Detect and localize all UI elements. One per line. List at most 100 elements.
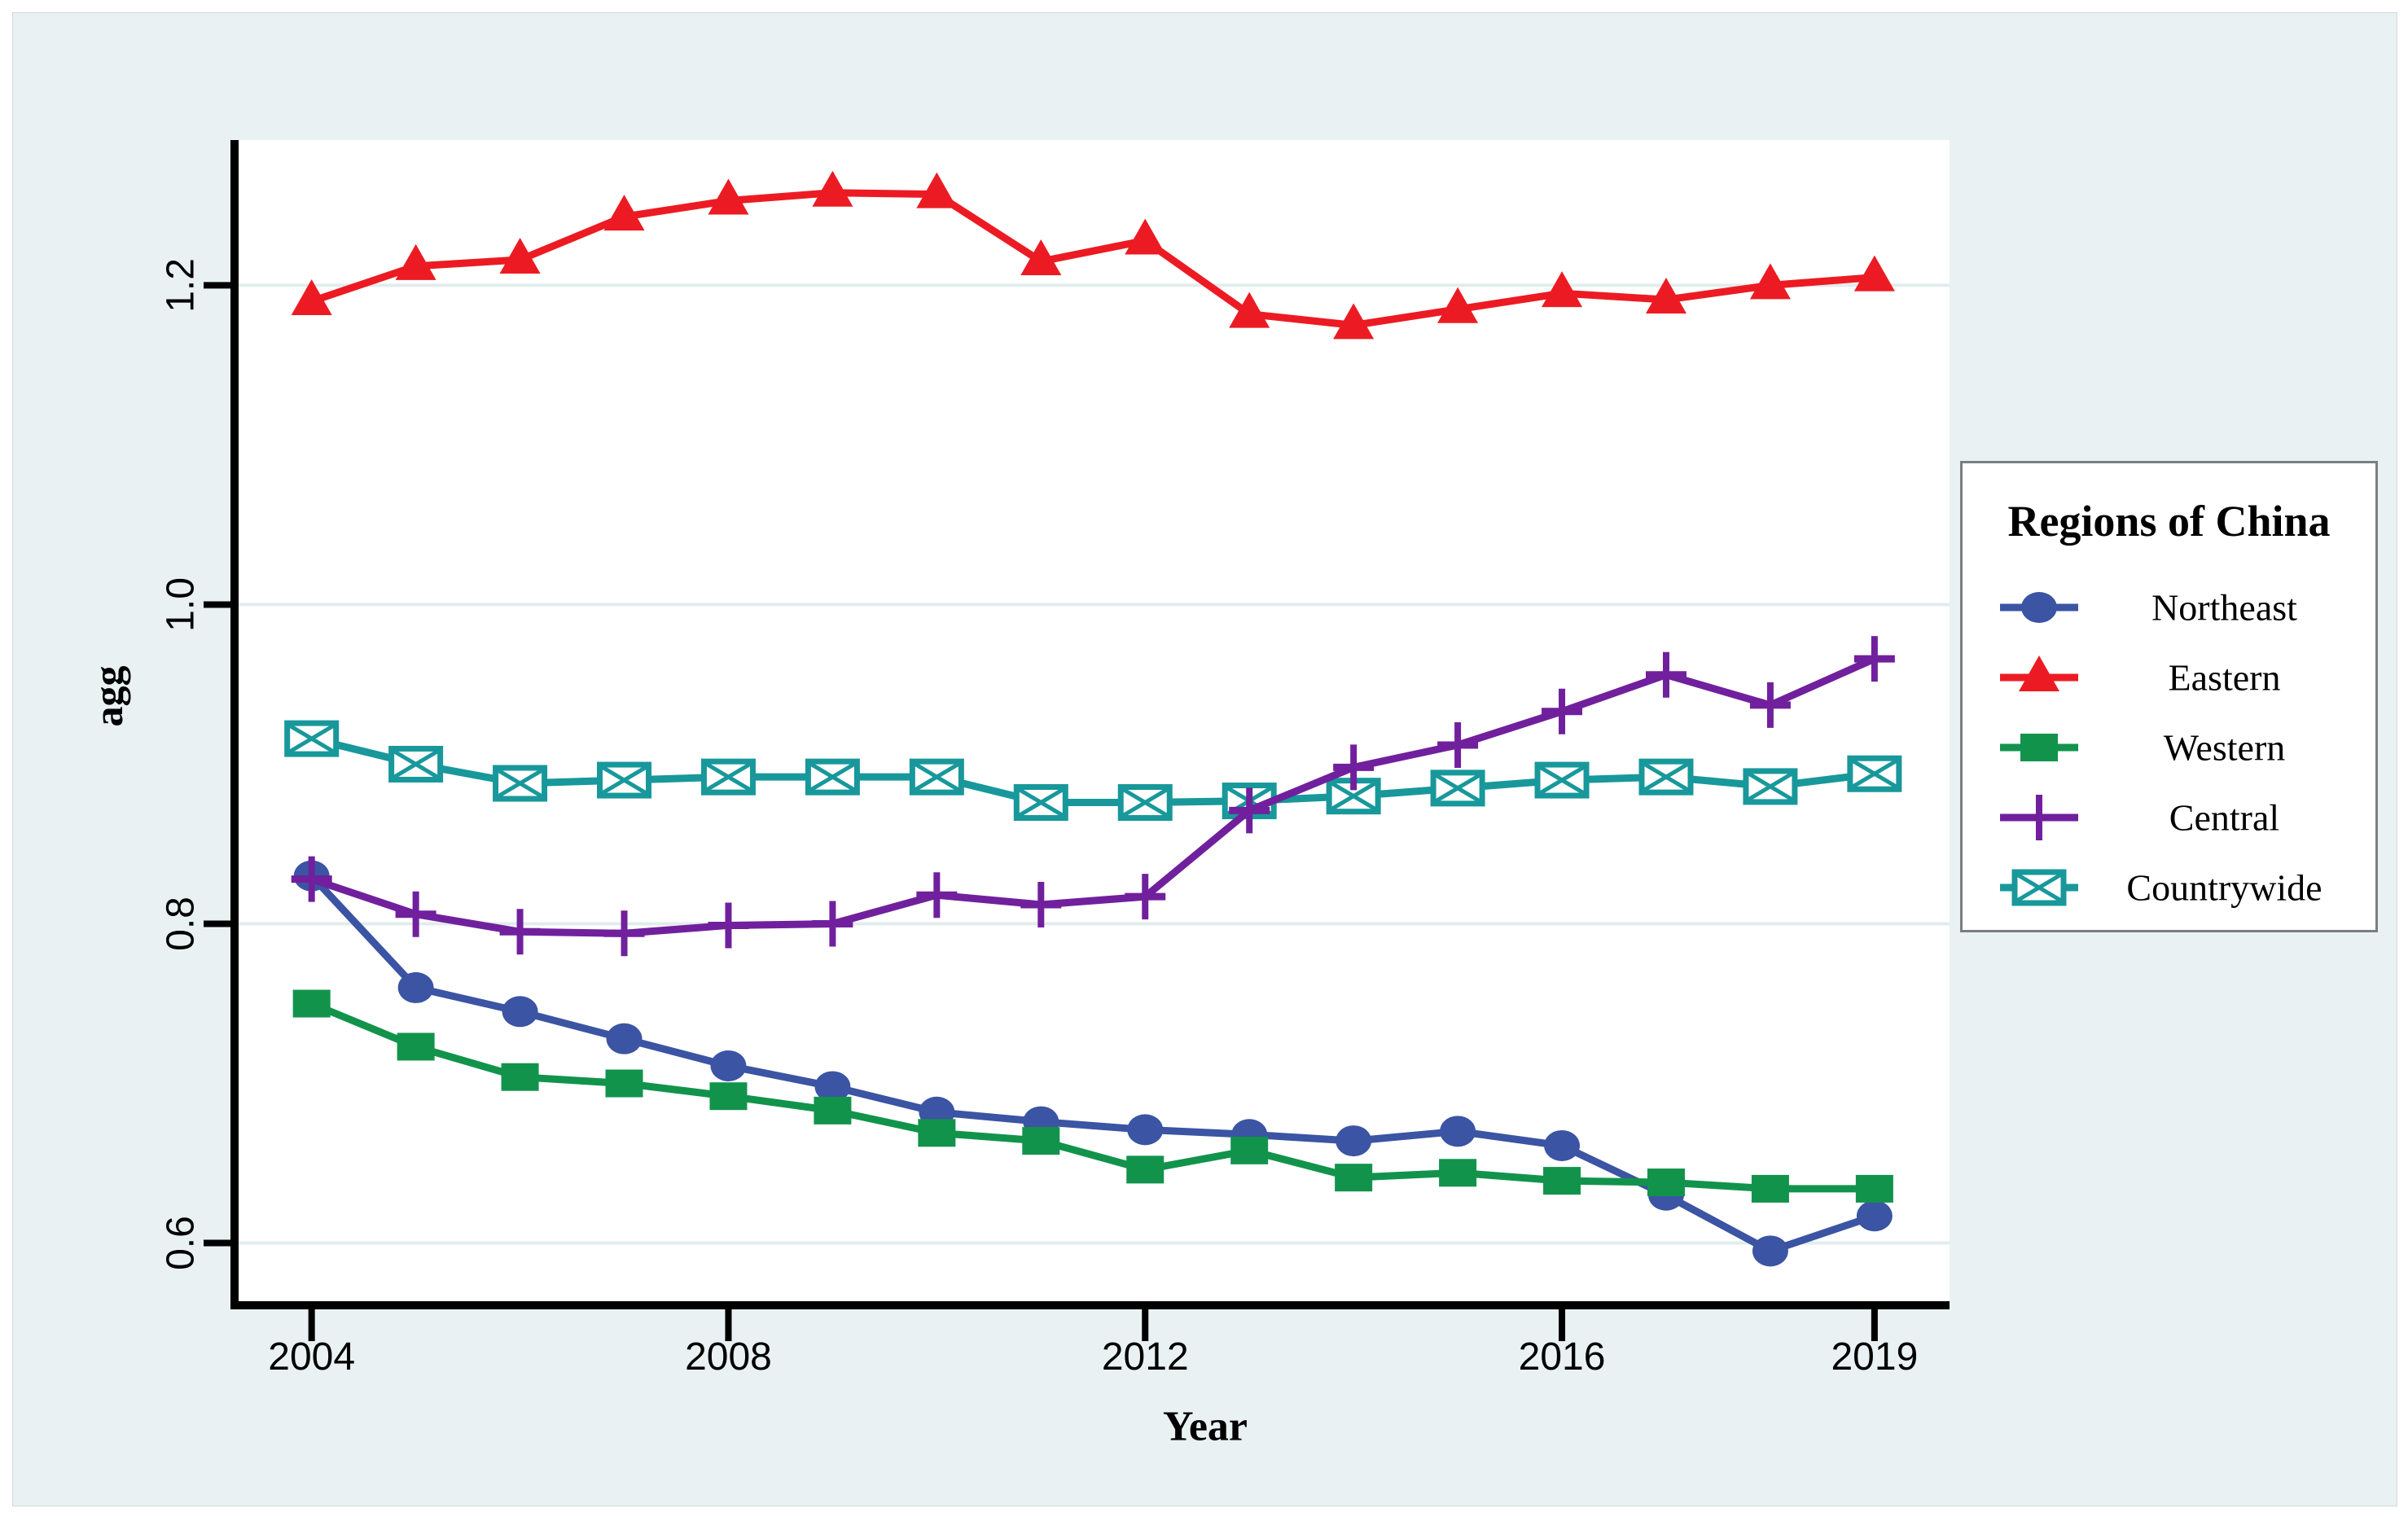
series-western <box>292 989 1893 1203</box>
marker-circle <box>397 971 434 1003</box>
plot-area <box>238 140 1950 1305</box>
marker-square <box>1751 1174 1789 1203</box>
marker-crossed-box-x2 <box>1018 787 1064 818</box>
marker-triangle <box>1542 271 1583 308</box>
marker-triangle <box>1437 287 1479 323</box>
marker-crossed-box-x2 <box>1747 771 1794 802</box>
marker-circle <box>2021 592 2057 623</box>
legend-marker-triangle-icon <box>2000 655 2078 691</box>
legend-item-eastern: Eastern <box>1963 651 2375 704</box>
marker-triangle <box>291 278 332 315</box>
marker-crossed-box-x2 <box>705 761 752 792</box>
legend-box: Regions of China Northeast Eastern Western… <box>1960 461 2378 932</box>
marker-triangle <box>1645 278 1686 314</box>
marker-triangle <box>603 195 645 231</box>
marker-circle <box>1336 1125 1372 1157</box>
legend-item-western: Western <box>1963 721 2375 774</box>
y-axis-title: agg <box>86 665 131 727</box>
legend-item-countrywide: Countrywide <box>1963 862 2375 914</box>
marker-crossed-box-x2 <box>497 768 543 799</box>
marker-circle <box>1856 1200 1893 1232</box>
marker-square <box>1335 1164 1373 1192</box>
marker-crossed-box-x2 <box>914 761 960 792</box>
legend-marker-square-icon <box>2000 734 2078 761</box>
legend-label: Countrywide <box>2126 866 2322 909</box>
marker-triangle <box>812 170 853 207</box>
marker-triangle <box>916 172 958 208</box>
legend-label: Western <box>2163 726 2286 769</box>
marker-crossed-box-x2 <box>601 765 647 796</box>
marker-square <box>1022 1127 1060 1155</box>
marker-square <box>1126 1155 1165 1184</box>
marker-circle <box>1440 1116 1476 1147</box>
series-line-western <box>309 1000 1875 1193</box>
series-countrywide <box>284 720 1902 822</box>
series-line-countrywide <box>310 734 1875 807</box>
marker-crossed-box-x2 <box>1121 787 1169 818</box>
marker-circle <box>1127 1114 1164 1146</box>
marker-square <box>1439 1159 1477 1187</box>
marker-square <box>709 1082 748 1111</box>
marker-triangle <box>1125 218 1166 255</box>
marker-circle <box>710 1050 747 1081</box>
marker-triangle <box>1229 292 1270 328</box>
marker-square <box>1855 1174 1893 1203</box>
legend-label: Northeast <box>2151 586 2297 629</box>
marker-triangle <box>1749 263 1791 300</box>
marker-crossed-box-x2 <box>288 723 335 754</box>
x-axis-title: Year <box>1163 1403 1248 1450</box>
marker-triangle <box>1020 239 1062 275</box>
marker-crossed-box-x2 <box>2015 872 2063 903</box>
series-central <box>291 636 1895 957</box>
x-tick-label-2019: 2019 <box>1831 1335 1918 1379</box>
marker-square <box>918 1119 956 1147</box>
marker-square <box>1543 1167 1581 1195</box>
marker-circle <box>606 1023 643 1054</box>
marker-triangle <box>395 243 436 280</box>
legend-label: Central <box>2169 796 2280 839</box>
marker-circle <box>502 996 538 1028</box>
marker-crossed-box-x2 <box>809 761 856 792</box>
marker-triangle <box>499 238 541 274</box>
legend-marker-crossed-box-icon <box>2000 869 2078 906</box>
y-tick-label-0.8: 0.8 <box>160 897 203 951</box>
marker-square <box>501 1063 539 1091</box>
marker-triangle <box>1333 303 1375 340</box>
marker-triangle <box>1853 255 1895 292</box>
y-tick-label-1.0: 1.0 <box>160 577 203 632</box>
legend-title: Regions of China <box>2007 497 2331 546</box>
marker-square <box>1647 1168 1685 1197</box>
x-tick-label-2012: 2012 <box>1102 1335 1189 1379</box>
marker-square <box>2020 734 2058 761</box>
x-tick-label-2008: 2008 <box>685 1335 772 1379</box>
legend-item-central: Central <box>1963 791 2375 844</box>
y-tick-label-1.2: 1.2 <box>160 258 203 313</box>
marker-square <box>397 1033 435 1061</box>
marker-crossed-box-x2 <box>1643 761 1690 792</box>
marker-square <box>605 1069 643 1098</box>
marker-circle <box>1752 1235 1788 1267</box>
marker-triangle <box>708 178 749 215</box>
marker-square <box>1230 1136 1269 1164</box>
legend-label: Eastern <box>2168 656 2281 699</box>
marker-square <box>814 1096 852 1125</box>
x-tick-label-2016: 2016 <box>1519 1335 1606 1379</box>
legend-marker-plus-icon <box>2000 795 2078 840</box>
x-tick-label-2004: 2004 <box>268 1335 355 1379</box>
marker-crossed-box-x2 <box>1330 781 1377 811</box>
series-line-central <box>310 655 1876 937</box>
marker-triangle <box>2019 655 2059 691</box>
marker-circle <box>814 1071 851 1103</box>
marker-crossed-box-x2 <box>1538 765 1586 796</box>
legend-item-northeast: Northeast <box>1963 581 2375 634</box>
marker-square <box>292 989 331 1018</box>
marker-crossed-box-x2 <box>1434 773 1481 804</box>
series-line-eastern <box>310 189 1875 329</box>
marker-circle <box>1544 1129 1581 1161</box>
series-line-northeast <box>309 873 1876 1255</box>
y-tick-label-0.6: 0.6 <box>160 1216 203 1270</box>
series-eastern <box>291 170 1895 340</box>
marker-crossed-box-x2 <box>393 749 439 779</box>
